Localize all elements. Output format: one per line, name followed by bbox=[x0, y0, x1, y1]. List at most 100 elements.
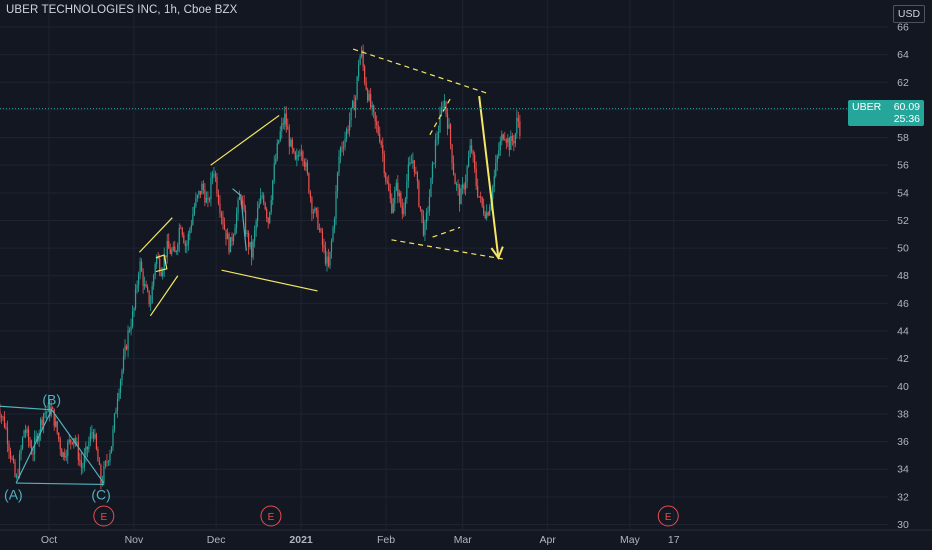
time-tick-label: 2021 bbox=[289, 534, 313, 546]
candle-body bbox=[466, 166, 468, 182]
candle-body bbox=[398, 192, 400, 197]
candle-body bbox=[367, 89, 369, 101]
candle-body bbox=[136, 284, 138, 289]
candle-body bbox=[9, 451, 12, 459]
candle-body bbox=[235, 213, 238, 229]
candle-body bbox=[97, 449, 99, 462]
candle-body bbox=[344, 138, 346, 148]
candle-body bbox=[62, 452, 64, 457]
wave-labels: (A) (B) (C) bbox=[4, 391, 111, 502]
candle-body bbox=[258, 203, 260, 209]
candle-body bbox=[222, 216, 224, 225]
candle-body bbox=[294, 152, 296, 160]
candle-body bbox=[281, 123, 283, 132]
currency-badge[interactable]: USD bbox=[893, 5, 925, 23]
candle-body bbox=[489, 206, 491, 216]
candle-body bbox=[284, 113, 286, 125]
candle-body bbox=[82, 466, 84, 468]
time-tick-label: Oct bbox=[41, 534, 57, 546]
candle-body bbox=[409, 162, 411, 165]
candle-body bbox=[472, 151, 474, 155]
candle-body bbox=[168, 240, 170, 249]
candle-body bbox=[151, 285, 153, 304]
candle-body bbox=[332, 227, 334, 242]
candle-body bbox=[439, 114, 441, 133]
candle-body bbox=[272, 180, 274, 201]
candle-body bbox=[145, 284, 147, 288]
candle-body bbox=[437, 132, 440, 139]
price-axis[interactable]: 30323436384042444648505254565860626466 bbox=[897, 21, 909, 531]
candle-body bbox=[425, 212, 428, 223]
candle-body bbox=[380, 141, 382, 146]
candle-body bbox=[231, 237, 233, 242]
earnings-marker-label: E bbox=[665, 512, 672, 523]
candle-body bbox=[125, 345, 128, 350]
candle-body bbox=[55, 421, 57, 427]
candle-body bbox=[368, 93, 370, 101]
candle-body bbox=[311, 197, 313, 214]
candle-body bbox=[49, 404, 51, 416]
candle-body bbox=[424, 222, 426, 236]
candle-body bbox=[462, 184, 464, 189]
candle-body bbox=[519, 121, 521, 136]
candle-body bbox=[100, 464, 102, 484]
candle-body bbox=[142, 271, 144, 287]
price-tick-label: 44 bbox=[897, 326, 909, 338]
candle-body bbox=[44, 412, 46, 414]
candle-body bbox=[449, 124, 452, 145]
candle-body bbox=[492, 186, 494, 199]
candle-body bbox=[279, 131, 281, 141]
candle-body bbox=[144, 284, 146, 287]
candle-body bbox=[205, 197, 208, 203]
candle-body bbox=[23, 430, 25, 438]
candle-body bbox=[486, 212, 488, 219]
candle-body bbox=[403, 208, 405, 214]
candle-body bbox=[79, 460, 81, 462]
candle-body bbox=[184, 242, 186, 246]
earnings-marker-label: E bbox=[100, 512, 107, 523]
candle-body bbox=[338, 156, 340, 173]
candle-body bbox=[223, 224, 226, 230]
candle-body bbox=[419, 206, 422, 210]
candle-body bbox=[255, 220, 257, 231]
candle-body bbox=[226, 233, 229, 240]
candle-body bbox=[350, 107, 352, 121]
candle-body bbox=[361, 50, 363, 57]
candle-body bbox=[110, 446, 113, 454]
candle-body bbox=[27, 429, 30, 441]
candle-body bbox=[288, 129, 290, 147]
candle-body bbox=[474, 154, 476, 169]
candle-body bbox=[297, 155, 299, 157]
candle-body bbox=[502, 134, 504, 140]
candle-body bbox=[0, 416, 3, 418]
candle-body bbox=[202, 183, 204, 190]
candle-body bbox=[392, 203, 394, 213]
candle-body bbox=[410, 162, 412, 164]
candle-body bbox=[278, 140, 280, 144]
candle-body bbox=[199, 190, 201, 195]
candle-body bbox=[516, 117, 518, 134]
candle-body bbox=[326, 256, 328, 264]
candle-body bbox=[452, 163, 455, 175]
time-axis[interactable]: Oct Nov Dec 2021 Feb Mar Apr May 17 bbox=[0, 529, 932, 546]
candle-body bbox=[308, 173, 310, 193]
candle-body bbox=[436, 138, 438, 140]
candle-body bbox=[501, 134, 503, 142]
candle-body bbox=[306, 162, 308, 174]
candle-body bbox=[6, 428, 9, 445]
candle-body bbox=[3, 416, 6, 428]
candle-body bbox=[177, 244, 179, 252]
candle-body bbox=[388, 182, 390, 191]
candle-body bbox=[246, 232, 248, 235]
candle-body bbox=[252, 240, 254, 258]
candle-body bbox=[172, 246, 174, 251]
candle-body bbox=[128, 330, 131, 332]
candle-body bbox=[433, 162, 435, 164]
candle-body bbox=[300, 151, 302, 156]
candle-body bbox=[317, 210, 319, 230]
candle-body bbox=[15, 476, 18, 478]
candle-body bbox=[112, 429, 114, 447]
candle-body bbox=[394, 190, 396, 204]
candle-body bbox=[413, 160, 415, 172]
